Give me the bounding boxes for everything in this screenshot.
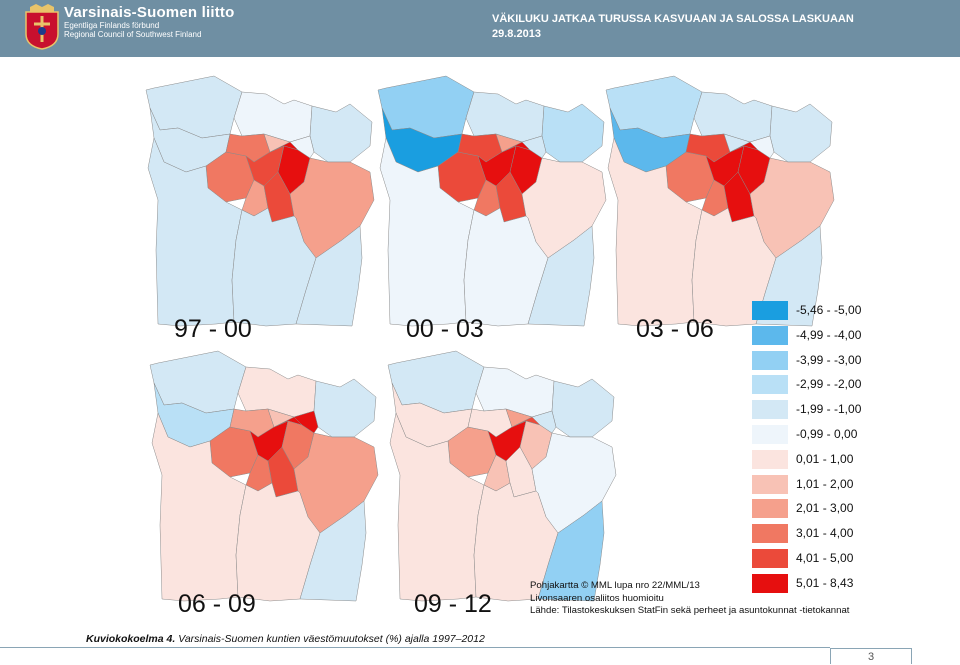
region-n2 [749,135,775,159]
region-nw [387,350,485,414]
legend-label: 2,01 - 3,00 [796,501,854,516]
caption-label: Kuviokokoelma 4. [86,633,176,645]
period-label: 97 - 00 [174,315,252,343]
region-se [295,225,363,327]
org-name-english: Regional Council of Southwest Finland [64,30,202,39]
legend-label: 0,01 - 1,00 [796,451,854,466]
credit-line: Pohjakartta © MML lupa nro 22/MML/13 [530,580,700,591]
region-n1 [505,408,533,428]
footer-divider [0,647,830,648]
map-2009-2012: 09 - 12 [387,350,617,618]
period-label: 03 - 06 [636,315,714,343]
header-bar: Varsinais-Suomen liitto Egentliga Finlan… [0,0,960,57]
region-north [693,91,773,143]
legend-swatch [752,375,788,395]
legend-label: -4,99 - -4,00 [796,327,862,342]
legend-swatch [752,424,788,444]
credit-line: Livonsaaren osaliitos huomioitu [530,592,664,604]
region-north [465,91,545,143]
legend-label: -0,99 - 0,00 [796,426,858,441]
region-ne [769,103,833,163]
region-ne [313,378,377,438]
map-2006-2009: 06 - 09 [149,350,379,618]
region-nw [605,75,703,139]
legend-swatch [752,474,788,494]
region-n2 [521,135,547,159]
region-north [233,91,313,143]
region-n1 [495,133,523,153]
legend-swatch [752,524,788,544]
legend-label: 1,01 - 2,00 [796,476,854,491]
legend-label: -1,99 - -1,00 [796,402,862,417]
legend-label: -5,46 - -5,00 [796,303,862,317]
region-n2 [531,410,557,434]
region-n2 [289,135,315,159]
legend-label: -3,99 - -3,00 [796,352,862,367]
map-1997-2000: 97 - 00 [145,75,375,343]
legend-swatch [752,325,788,345]
legend-swatch [752,573,788,593]
region-ne [541,103,605,163]
region-se [527,225,595,327]
period-label: 09 - 12 [414,590,492,618]
region-nw [145,75,243,139]
region-ne [309,103,373,163]
region-n1 [267,408,295,428]
slide-title: VÄKILUKU JATKAA TURUSSA KASVUAAN JA SALO… [492,13,854,25]
region-se [299,500,367,602]
region-north [237,366,317,418]
legend-swatch [752,400,788,420]
region-n2 [293,410,319,434]
map-2000-2003: 00 - 03 [377,75,607,343]
legend-label: -2,99 - -2,00 [796,377,862,392]
legend-swatch [752,548,788,568]
slide-title-block: VÄKILUKU JATKAA TURUSSA KASVUAAN JA SALO… [492,12,854,42]
organisation-name-block: Varsinais-Suomen liitto Egentliga Finlan… [64,4,235,40]
region-n1 [723,133,751,153]
legend-swatch [752,301,788,320]
region-nw [149,350,247,414]
period-label: 00 - 03 [406,315,484,343]
caption-text: Varsinais-Suomen kuntien väestömuutokset… [178,633,485,645]
legend-label: 4,01 - 5,00 [796,550,854,565]
region-nw [377,75,475,139]
map-credits: Pohjakartta © MML lupa nro 22/MML/13 Liv… [530,580,849,618]
credit-line: Lähde: Tilastokeskuksen StatFin sekä per… [530,605,850,617]
page-number: 3 [830,648,912,664]
legend-swatch [752,449,788,469]
region-ne [551,378,615,438]
figure-caption: Kuviokokoelma 4. Varsinais-Suomen kuntie… [86,633,485,645]
region-north [475,366,555,418]
org-name: Varsinais-Suomen liitto [64,4,235,21]
slide-date: 29.8.2013 [492,28,541,40]
legend-label: 5,01 - 8,43 [796,575,854,590]
region-se [537,500,605,602]
period-label: 06 - 09 [178,590,256,618]
org-name-swedish: Egentliga Finlands förbund [64,21,160,30]
legend-swatch [752,499,788,519]
coat-of-arms-icon [25,4,59,50]
legend-label: 3,01 - 4,00 [796,526,854,541]
region-n1 [263,133,291,153]
legend-swatch [752,350,788,370]
